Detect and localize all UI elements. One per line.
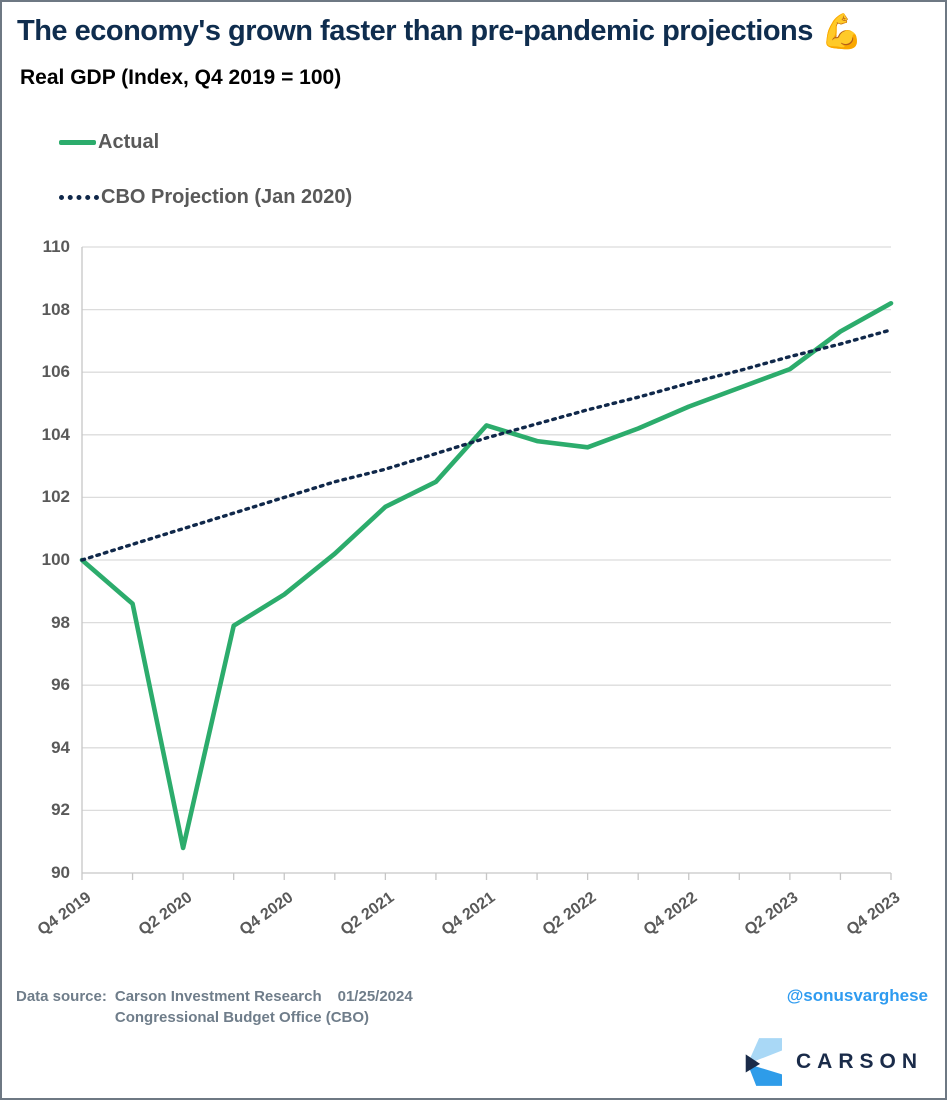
x-axis-label: Q2 2020 xyxy=(135,889,196,939)
page-title-text: The economy's grown faster than pre-pand… xyxy=(17,15,813,47)
chart-legend: Actual CBO Projection (Jan 2020) xyxy=(59,128,352,238)
y-axis-label: 100 xyxy=(41,550,70,569)
cbo-projection-line xyxy=(80,328,893,562)
y-axis-label: 106 xyxy=(41,362,70,382)
y-axis-label: 102 xyxy=(41,487,70,507)
cbo-projection-swatch xyxy=(59,194,99,200)
y-axis-label: 110 xyxy=(42,237,70,256)
data-source-lines: Carson Investment Research 01/25/2024 Con… xyxy=(115,986,413,1028)
y-axis-label: 94 xyxy=(51,737,70,757)
x-axis-label: Q2 2021 xyxy=(337,889,398,939)
data-source-date: 01/25/2024 xyxy=(337,988,413,1005)
twitter-handle: @sonusvarghese xyxy=(786,986,928,1005)
x-axis-label: Q4 2021 xyxy=(438,889,499,939)
y-axis-label: 104 xyxy=(41,424,70,444)
x-axis-label: Q4 2023 xyxy=(843,889,903,939)
carson-wordmark: CARSON xyxy=(795,1050,923,1073)
carson-logo: CARSON xyxy=(740,1038,923,1086)
actual-line-swatch xyxy=(59,139,96,145)
x-axis-label: Q4 2022 xyxy=(641,889,701,939)
y-axis-label: 92 xyxy=(51,800,70,820)
chart-subtitle: Real GDP (Index, Q4 2019 = 100) xyxy=(20,66,342,89)
legend-label-actual: Actual xyxy=(98,130,160,153)
y-axis-label: 98 xyxy=(51,612,70,632)
x-axis-label: Q4 2020 xyxy=(236,889,297,939)
legend-item-cbo: CBO Projection (Jan 2020) xyxy=(59,183,352,211)
y-axis-label: 90 xyxy=(51,863,70,882)
data-source-line-2: Congressional Budget Office (CBO) xyxy=(114,1009,370,1026)
carson-logo-icon xyxy=(745,1038,782,1086)
data-source-1: Carson Investment Research xyxy=(114,988,322,1005)
data-source-label: Data source: xyxy=(16,988,107,1005)
data-source-line-1: Carson Investment Research 01/25/2024 xyxy=(115,986,413,1007)
x-axis-label: Q2 2023 xyxy=(742,889,802,939)
page-title: The economy's grown faster than pre-pand… xyxy=(17,12,945,52)
actual-line xyxy=(79,300,894,851)
flexed-biceps-emoji: 💪 xyxy=(820,13,863,51)
legend-label-cbo: CBO Projection (Jan 2020) xyxy=(101,185,353,208)
data-source-block: Data source: Carson Investment Research 0… xyxy=(16,986,413,1028)
legend-item-actual: Actual xyxy=(59,128,352,156)
x-axis-label: Q2 2022 xyxy=(539,889,600,939)
y-axis-label: 96 xyxy=(51,675,70,695)
x-axis-label: Q4 2019 xyxy=(34,889,94,939)
y-axis-label: 108 xyxy=(41,299,70,319)
